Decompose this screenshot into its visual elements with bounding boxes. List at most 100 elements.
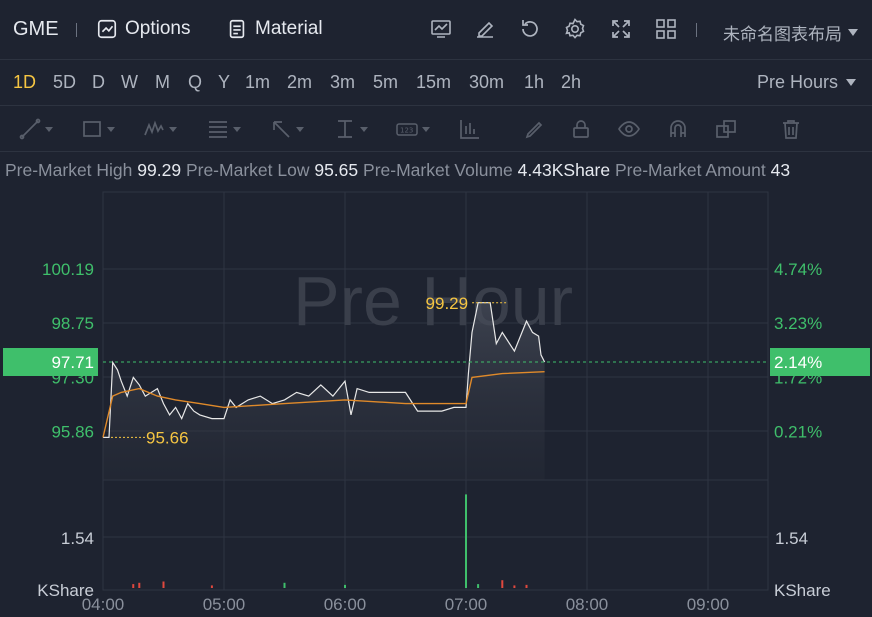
volume-bar — [132, 584, 135, 588]
plot-frame — [102, 191, 769, 591]
percent-tick: 0.21% — [774, 422, 822, 441]
period-2m[interactable]: 2m — [287, 72, 313, 92]
rectangle-tool[interactable] — [80, 116, 115, 142]
indicator-tool[interactable] — [458, 116, 482, 142]
top-bar: GME Options Material 未命名图表布局 — [0, 0, 872, 60]
chevron-down-icon — [422, 126, 430, 132]
x-tick: 09:00 — [687, 595, 730, 614]
price-tick: 100.19 — [42, 260, 94, 279]
period-y[interactable]: Y — [218, 72, 231, 92]
x-tick: 06:00 — [324, 595, 367, 614]
current-price-label: 97.71 — [51, 353, 94, 372]
pattern-tool[interactable] — [142, 116, 177, 142]
trend-line-tool[interactable] — [18, 116, 53, 142]
period-d[interactable]: D — [92, 72, 105, 92]
chevron-down-icon — [107, 126, 115, 132]
percent-tick: 3.23% — [774, 314, 822, 333]
arrow-tool[interactable] — [269, 116, 304, 142]
amount-value: 43 — [770, 160, 791, 180]
volume-tick-right: 1.54 — [775, 529, 808, 548]
current-price-badge — [3, 348, 98, 376]
x-tick: 08:00 — [566, 595, 609, 614]
material-label: Material — [255, 18, 323, 39]
divider — [696, 23, 697, 37]
brush-tool[interactable] — [522, 116, 546, 142]
volume-label: Pre-Market Volume — [363, 160, 513, 180]
period-3m[interactable]: 3m — [330, 72, 356, 92]
volume-bar — [344, 584, 346, 588]
x-tick: 04:00 — [82, 595, 125, 614]
premarket-info: Pre-Market High 99.29 Pre-Market Low 95.… — [5, 160, 790, 181]
price-area — [103, 302, 545, 480]
period-m[interactable]: M — [155, 72, 170, 92]
lock-tool[interactable] — [569, 116, 593, 142]
magnet-icon — [670, 120, 686, 137]
rectangle-icon — [83, 121, 101, 137]
material-button[interactable]: Material — [226, 18, 323, 40]
period-1d[interactable]: 1D — [13, 72, 37, 92]
x-tick: 05:00 — [203, 595, 246, 614]
period-5d[interactable]: 5D — [53, 72, 77, 92]
high-value: 99.29 — [137, 160, 182, 180]
chart-options-icon — [97, 19, 117, 39]
price-label-icon: 123 — [396, 123, 418, 136]
edit-icon[interactable] — [473, 17, 497, 41]
options-label: Options — [125, 18, 191, 39]
brush-icon — [525, 121, 543, 139]
low-label: Pre-Market Low — [185, 160, 310, 180]
ticker-symbol[interactable]: GME — [13, 18, 59, 40]
period-bar — [0, 60, 872, 106]
volume-bar — [138, 582, 141, 588]
period-1m[interactable]: 1m — [245, 72, 271, 92]
volume-value: 4.43KShare — [517, 160, 611, 180]
volume-unit-right: KShare — [774, 581, 831, 600]
price-tick: 95.86 — [51, 422, 94, 441]
trend-line-icon — [19, 118, 41, 140]
magnet-tool[interactable] — [666, 116, 690, 142]
period-30m[interactable]: 30m — [469, 72, 505, 92]
price-tick: 98.75 — [51, 314, 94, 333]
period-15m[interactable]: 15m — [416, 72, 452, 92]
chart-line-icon[interactable] — [429, 17, 453, 41]
price-label-tool[interactable]: 123 — [395, 116, 430, 142]
volume-unit-left: KShare — [37, 581, 94, 600]
svg-text:123: 123 — [400, 127, 413, 135]
options-button[interactable]: Options — [96, 18, 190, 40]
period-2h[interactable]: 2h — [561, 72, 582, 92]
volume-bar — [465, 494, 467, 588]
pattern-icon — [144, 120, 164, 136]
trash-tool[interactable] — [779, 116, 803, 142]
chevron-down-icon — [846, 79, 856, 86]
x-tick: 07:00 — [445, 595, 488, 614]
trash-icon — [783, 120, 799, 139]
fullscreen-icon[interactable] — [609, 17, 633, 41]
percent-tick: 4.74% — [774, 260, 822, 279]
session-selector[interactable]: Pre Hours — [757, 72, 856, 93]
copy-icon — [716, 120, 736, 138]
period-5m[interactable]: 5m — [373, 72, 399, 92]
refresh-icon[interactable] — [518, 17, 542, 41]
volume-bar — [210, 585, 213, 588]
eye-icon — [618, 121, 640, 137]
current-percent-label: 2.14% — [774, 353, 822, 372]
period-q[interactable]: Q — [188, 72, 203, 92]
chevron-down-icon — [848, 29, 858, 36]
measure-tool[interactable] — [333, 116, 368, 142]
layout-selector[interactable]: 未命名图表布局 — [723, 20, 858, 45]
volume-bar — [501, 580, 504, 588]
period-1h[interactable]: 1h — [524, 72, 545, 92]
gear-icon[interactable] — [563, 17, 587, 41]
period-w[interactable]: W — [121, 72, 138, 92]
copy-tool[interactable] — [714, 116, 738, 142]
visibility-tool[interactable] — [617, 116, 641, 142]
grid-icon[interactable] — [654, 17, 678, 41]
fibonacci-tool[interactable] — [206, 116, 241, 142]
volume-bar — [162, 581, 165, 588]
layout-label: 未命名图表布局 — [723, 25, 842, 44]
amount-label: Pre-Market Amount — [614, 160, 766, 180]
chevron-down-icon — [169, 126, 177, 132]
volume-bar — [283, 582, 286, 588]
session-label: Pre Hours — [756, 72, 838, 92]
volume-bar — [513, 585, 516, 588]
